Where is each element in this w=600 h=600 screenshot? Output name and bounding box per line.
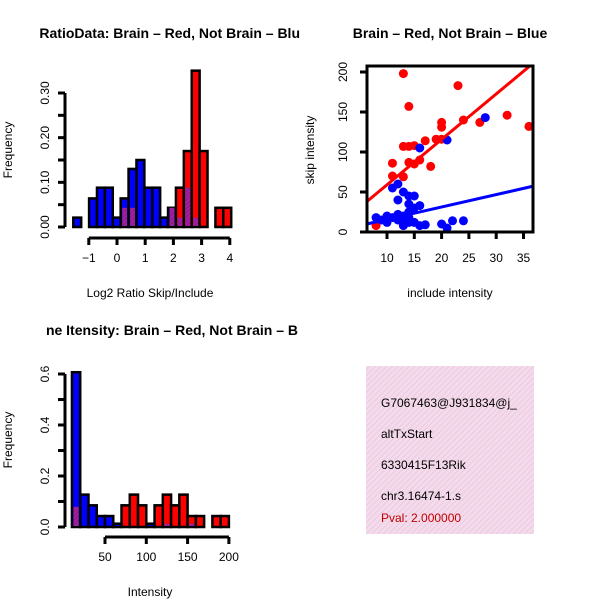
x-tick-label: 4: [226, 251, 233, 265]
histogram-bar: [178, 493, 189, 529]
y-tick-label: 0: [336, 228, 350, 235]
overlap-bar: [130, 207, 135, 226]
histogram-bar: [103, 186, 115, 229]
y-axis-label: Frequency: [1, 122, 15, 179]
histogram-bar: [70, 370, 82, 529]
scatter-point: [415, 143, 425, 153]
overlap-bar: [122, 207, 128, 226]
scatter-point: [448, 216, 458, 226]
scatter-point: [426, 161, 436, 171]
chart3-title: ne Itensity: Brain – Red, Not Brain – B: [46, 322, 298, 338]
x-tick-label: 50: [98, 550, 112, 564]
info-line-location: chr3.16474-1.s: [381, 489, 461, 503]
scatter-point: [415, 201, 425, 211]
x-tick-label: 25: [462, 251, 476, 265]
x-axis-label: include intensity: [407, 286, 492, 300]
x-axis-label: Intensity: [128, 585, 173, 599]
info-line-id: G7067463@J931834@j_: [381, 396, 517, 410]
overlap-bar: [169, 207, 175, 226]
y-tick-label: 150: [336, 102, 350, 122]
overlap-bar: [189, 523, 195, 526]
scatter-point: [420, 136, 430, 146]
overlap-bar: [185, 187, 191, 226]
y-axis-label: skip intensity: [303, 116, 317, 185]
y-tick-label: 200: [336, 62, 350, 82]
overlap-bar: [177, 217, 183, 226]
x-tick-label: −1: [82, 251, 96, 265]
x-tick-label: 10: [380, 251, 394, 265]
y-axis-label: Frequency: [1, 412, 15, 469]
ratio-histogram: 0.00 0.10 0.20 0.30 −1 0 1 2 3 4 Log2 Ratio Skip/I…: [1, 69, 233, 300]
regression-line: [367, 66, 533, 203]
x-tick-label: 150: [178, 550, 198, 564]
plot-area: [367, 66, 533, 232]
histogram-bar: [190, 69, 201, 229]
overlap-bar: [193, 217, 199, 226]
intensity-histogram: 0.0 0.2 0.4 0.6 50 100 150 200 Intensity Frequenc…: [1, 365, 239, 599]
scatter-point: [437, 122, 447, 132]
histogram-bar: [151, 186, 162, 229]
x-tick-label: 2: [170, 251, 177, 265]
y-tick-label: 0.4: [38, 416, 52, 433]
y-tick-label: 0.30: [38, 81, 52, 105]
histogram-bar: [222, 206, 233, 229]
scatter-point: [524, 121, 533, 131]
histogram-bar: [194, 514, 206, 529]
info-line-type: altTxStart: [381, 427, 433, 441]
info-box-background: [366, 366, 534, 534]
chart1-title: RatioData: Brain – Red, Not Brain – Blu: [39, 25, 300, 41]
y-tick-label: 0.0: [38, 518, 52, 535]
scatter-point: [393, 179, 403, 189]
intensity-scatter: 0 50 100 150 200 10 15 20 25 30 35 include intensit…: [303, 62, 535, 300]
scatter-point: [398, 69, 408, 79]
info-pval: Pval: 2.000000: [381, 511, 461, 525]
scatter-point: [458, 216, 468, 226]
x-tick-label: 0: [114, 251, 121, 265]
y-tick-label: 0.20: [38, 126, 52, 150]
histogram-bar: [198, 149, 209, 229]
x-axis-label: Log2 Ratio Skip/Include: [87, 286, 214, 300]
x-tick-label: 100: [136, 550, 156, 564]
histogram-bar: [219, 514, 231, 529]
scatter-point: [404, 217, 414, 227]
regression-line: [367, 184, 533, 226]
y-tick-label: 0.2: [38, 467, 52, 484]
scatter-point: [393, 195, 403, 205]
info-box: G7067463@J931834@j_ altTxStart 6330415F1…: [366, 366, 534, 534]
scatter-point: [404, 199, 414, 209]
x-tick-label: 3: [198, 251, 205, 265]
overlap-bar: [73, 506, 79, 526]
scatter-point: [502, 110, 512, 120]
y-tick-label: 0.00: [38, 215, 52, 239]
histogram-bar: [72, 216, 83, 229]
scatter-point: [404, 101, 414, 111]
plot-frame: [365, 64, 535, 234]
overlap-bar: [164, 523, 170, 526]
x-tick-label: 200: [219, 550, 239, 564]
chart2-title: Brain – Red, Not Brain – Blue: [353, 25, 548, 41]
x-tick-label: 1: [142, 251, 149, 265]
scatter-point: [387, 158, 397, 168]
scatter-point: [404, 141, 414, 151]
info-line-gene: 6330415F13Rik: [381, 458, 467, 472]
y-tick-label: 0.6: [38, 365, 52, 382]
y-tick-label: 50: [336, 185, 350, 199]
scatter-point: [480, 113, 490, 123]
x-tick-label: 30: [490, 251, 504, 265]
histogram-bar: [136, 504, 148, 529]
histogram-bar: [103, 514, 115, 529]
x-tick-label: 35: [517, 251, 531, 265]
x-tick-label: 20: [435, 251, 449, 265]
scatter-point: [420, 220, 430, 230]
y-tick-label: 100: [336, 142, 350, 162]
scatter-point: [453, 81, 463, 91]
y-tick-label: 0.10: [38, 170, 52, 194]
scatter-point: [442, 223, 452, 232]
x-tick-label: 15: [408, 251, 422, 265]
scatter-point: [409, 191, 419, 201]
